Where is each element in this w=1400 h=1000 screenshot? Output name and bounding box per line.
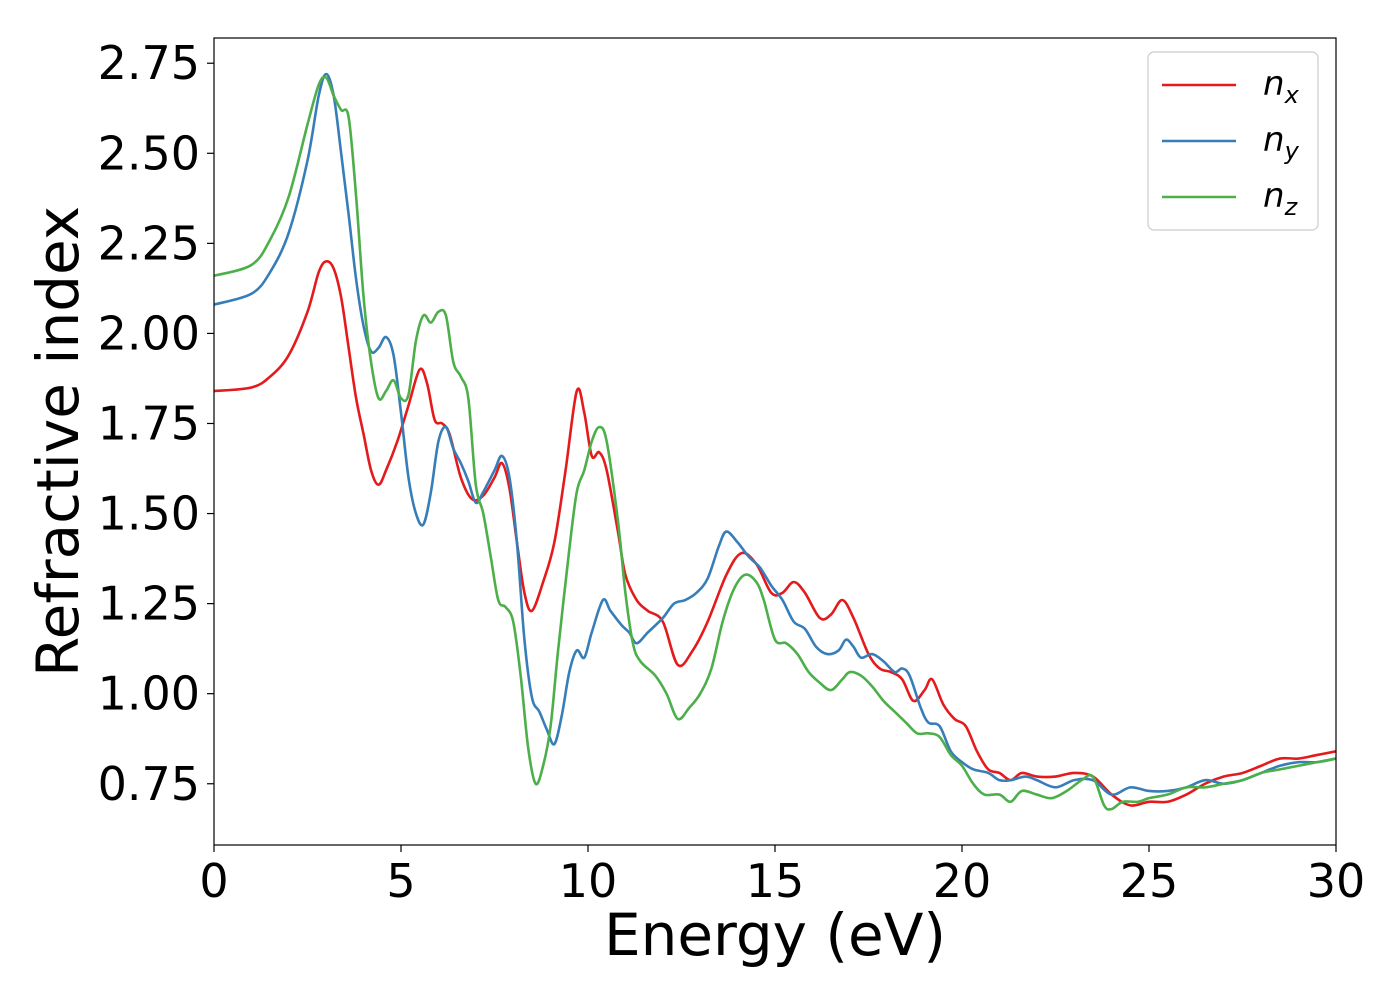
series-line-z	[214, 75, 1336, 811]
x-tick-label: 20	[933, 854, 992, 908]
x-tick-label: 5	[386, 854, 415, 908]
y-axis-title: Refractive index	[24, 206, 92, 677]
y-tick-label: 1.00	[98, 667, 200, 721]
y-tick-label: 2.25	[98, 216, 200, 270]
y-tick-label: 0.75	[98, 757, 200, 811]
x-tick-label: 15	[746, 854, 805, 908]
y-tick-label: 2.00	[98, 306, 200, 360]
y-tick-label: 1.75	[98, 396, 200, 450]
legend-label: nx	[1263, 64, 1300, 109]
legend-entry: nz	[1162, 176, 1299, 221]
y-axis: 0.75 1.00 1.25 1.50 1.75 2.00 2.25 2.50 2.75	[98, 36, 214, 811]
series-line-y	[214, 72, 1336, 796]
legend-label: ny	[1263, 120, 1300, 165]
plot-lines	[214, 72, 1336, 811]
x-tick-label: 30	[1307, 854, 1366, 908]
legend-entry: ny	[1162, 120, 1300, 165]
y-tick-label: 2.75	[98, 36, 200, 90]
legend: nx ny nz	[1147, 51, 1319, 231]
x-axis: 0 5 10 15 20 25 30	[199, 845, 1365, 908]
x-axis-title: Energy (eV)	[604, 901, 946, 969]
legend-label: nz	[1263, 176, 1299, 221]
x-tick-label: 0	[199, 854, 228, 908]
y-tick-label: 2.50	[98, 126, 200, 180]
legend-entry: nx	[1162, 64, 1300, 109]
y-tick-label: 1.50	[98, 487, 200, 541]
x-tick-label: 25	[1120, 854, 1179, 908]
series-line-x	[214, 259, 1336, 807]
x-tick-label: 10	[559, 854, 618, 908]
y-tick-label: 1.25	[98, 577, 200, 631]
